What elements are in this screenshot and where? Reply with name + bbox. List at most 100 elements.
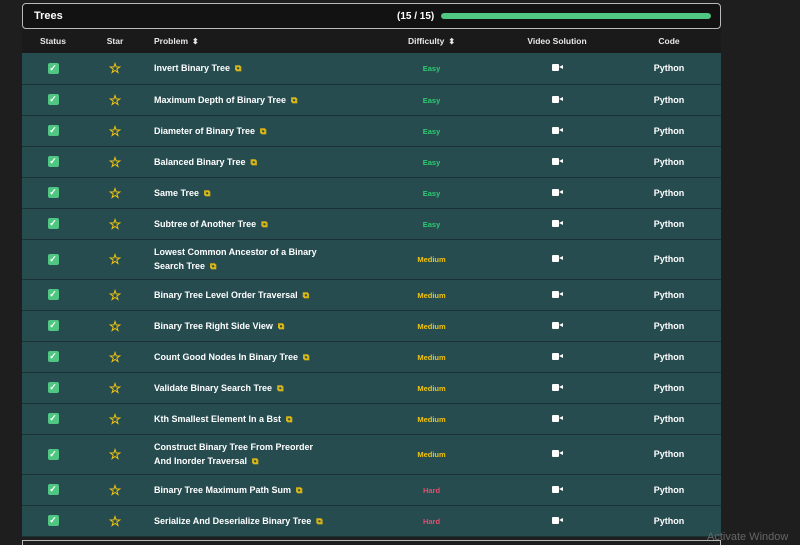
completed-checkbox[interactable]: ✓ <box>47 448 59 460</box>
completed-checkbox[interactable]: ✓ <box>47 156 59 167</box>
video-camera-icon[interactable] <box>551 485 563 493</box>
video-camera-icon[interactable] <box>551 290 563 298</box>
star-icon[interactable]: ☆ <box>108 184 122 201</box>
problem-link[interactable]: Serialize And Deserialize Binary Tree <box>154 515 312 526</box>
video-camera-icon[interactable] <box>551 414 563 422</box>
video-camera-icon[interactable] <box>551 64 563 72</box>
completed-checkbox[interactable]: ✓ <box>47 253 59 265</box>
completed-checkbox[interactable]: ✓ <box>47 125 59 136</box>
external-link-icon[interactable]: ⧉ <box>252 456 259 466</box>
external-link-icon[interactable]: ⧉ <box>286 413 293 424</box>
completed-checkbox[interactable]: ✓ <box>47 320 59 331</box>
external-link-icon[interactable]: ⧉ <box>303 351 310 362</box>
completed-checkbox[interactable]: ✓ <box>47 515 59 526</box>
code-link[interactable]: Python <box>653 515 685 526</box>
star-icon[interactable]: ☆ <box>108 91 122 108</box>
code-link[interactable]: Python <box>653 187 685 198</box>
code-link[interactable]: Python <box>653 413 685 424</box>
external-link-icon[interactable]: ⧉ <box>235 63 242 74</box>
problem-link[interactable]: Kth Smallest Element In a Bst <box>154 413 282 424</box>
completed-checkbox[interactable]: ✓ <box>47 94 59 105</box>
star-icon[interactable]: ☆ <box>108 512 122 529</box>
problem-link[interactable]: Lowest Common Ancestor of a Binary Searc… <box>154 247 317 271</box>
external-link-icon[interactable]: ⧉ <box>277 382 284 393</box>
difficulty-cell: Easy <box>366 177 497 209</box>
external-link-icon[interactable]: ⧉ <box>210 261 217 271</box>
video-camera-icon[interactable] <box>551 219 563 227</box>
video-camera-icon[interactable] <box>551 188 563 196</box>
code-link[interactable]: Python <box>653 484 685 495</box>
external-link-icon[interactable]: ⧉ <box>296 484 303 495</box>
code-link[interactable]: Python <box>653 125 685 136</box>
difficulty-badge: Easy <box>422 157 441 167</box>
code-link[interactable]: Python <box>653 382 685 393</box>
star-icon[interactable]: ☆ <box>108 481 122 498</box>
code-link[interactable]: Python <box>653 63 685 74</box>
video-camera-icon[interactable] <box>551 450 563 457</box>
video-camera-icon[interactable] <box>551 383 563 391</box>
star-icon[interactable]: ☆ <box>108 215 122 232</box>
section-header[interactable]: Trees (15 / 15) <box>22 3 721 29</box>
difficulty-cell: Medium <box>366 372 497 404</box>
problem-link[interactable]: Same Tree <box>154 187 200 198</box>
problem-link[interactable]: Binary Tree Maximum Path Sum <box>154 484 292 495</box>
problem-link[interactable]: Invert Binary Tree <box>154 63 231 74</box>
video-camera-icon[interactable] <box>551 95 563 103</box>
star-icon[interactable]: ☆ <box>108 153 122 170</box>
completed-checkbox[interactable]: ✓ <box>47 289 59 300</box>
video-camera-icon[interactable] <box>551 352 563 360</box>
problem-link[interactable]: Subtree of Another Tree <box>154 218 257 229</box>
video-camera-icon[interactable] <box>551 157 563 165</box>
sort-icon[interactable]: ⬍ <box>192 37 199 46</box>
video-camera-icon[interactable] <box>551 255 563 262</box>
external-link-icon[interactable]: ⧉ <box>302 289 310 300</box>
completed-checkbox[interactable]: ✓ <box>47 484 59 495</box>
completed-checkbox[interactable]: ✓ <box>47 351 59 362</box>
completed-checkbox[interactable]: ✓ <box>47 218 59 229</box>
code-link[interactable]: Python <box>653 289 685 300</box>
problem-link[interactable]: Validate Binary Search Tree <box>154 382 273 393</box>
problem-link[interactable]: Maximum Depth of Binary Tree <box>154 94 287 105</box>
star-icon[interactable]: ☆ <box>108 251 122 267</box>
video-camera-icon[interactable] <box>551 126 563 134</box>
star-icon[interactable]: ☆ <box>108 60 122 77</box>
video-camera-icon[interactable] <box>551 321 563 329</box>
completed-checkbox[interactable]: ✓ <box>47 413 59 424</box>
problem-link[interactable]: Construct Binary Tree From Preorder And … <box>154 442 314 466</box>
header-difficulty[interactable]: Difficulty ⬍ <box>366 29 497 53</box>
code-link[interactable]: Python <box>653 449 685 459</box>
external-link-icon[interactable]: ⧉ <box>250 156 257 167</box>
difficulty-badge: Easy <box>422 219 441 229</box>
external-link-icon[interactable]: ⧉ <box>204 187 211 198</box>
external-link-icon[interactable]: ⧉ <box>316 515 323 526</box>
problem-link[interactable]: Balanced Binary Tree <box>154 156 246 167</box>
star-icon[interactable]: ☆ <box>108 348 122 365</box>
problem-link[interactable]: Diameter of Binary Tree <box>154 125 256 136</box>
code-link[interactable]: Python <box>653 351 685 362</box>
code-link[interactable]: Python <box>653 156 685 167</box>
sort-icon[interactable]: ⬍ <box>448 37 456 46</box>
video-camera-icon[interactable] <box>551 516 563 524</box>
completed-checkbox[interactable]: ✓ <box>47 62 59 74</box>
star-icon[interactable]: ☆ <box>108 317 122 334</box>
header-problem[interactable]: Problem ⬍ <box>146 29 366 53</box>
problem-link[interactable]: Binary Tree Right Side View <box>154 320 273 331</box>
star-icon[interactable]: ☆ <box>108 446 122 462</box>
star-icon[interactable]: ☆ <box>108 122 122 139</box>
star-icon[interactable]: ☆ <box>108 410 122 427</box>
external-link-icon[interactable]: ⧉ <box>261 218 268 229</box>
difficulty-cell: Medium <box>366 341 497 373</box>
star-icon[interactable]: ☆ <box>108 286 122 303</box>
problem-link[interactable]: Count Good Nodes In Binary Tree <box>154 351 299 362</box>
external-link-icon[interactable]: ⧉ <box>291 94 298 105</box>
code-link[interactable]: Python <box>653 320 685 331</box>
code-link[interactable]: Python <box>653 94 685 105</box>
problem-link[interactable]: Binary Tree Level Order Traversal <box>154 289 298 300</box>
external-link-icon[interactable]: ⧉ <box>277 320 285 331</box>
external-link-icon[interactable]: ⧉ <box>260 125 267 136</box>
star-icon[interactable]: ☆ <box>108 379 122 396</box>
completed-checkbox[interactable]: ✓ <box>47 187 59 198</box>
code-link[interactable]: Python <box>653 254 685 264</box>
completed-checkbox[interactable]: ✓ <box>47 382 59 393</box>
code-link[interactable]: Python <box>653 218 685 229</box>
